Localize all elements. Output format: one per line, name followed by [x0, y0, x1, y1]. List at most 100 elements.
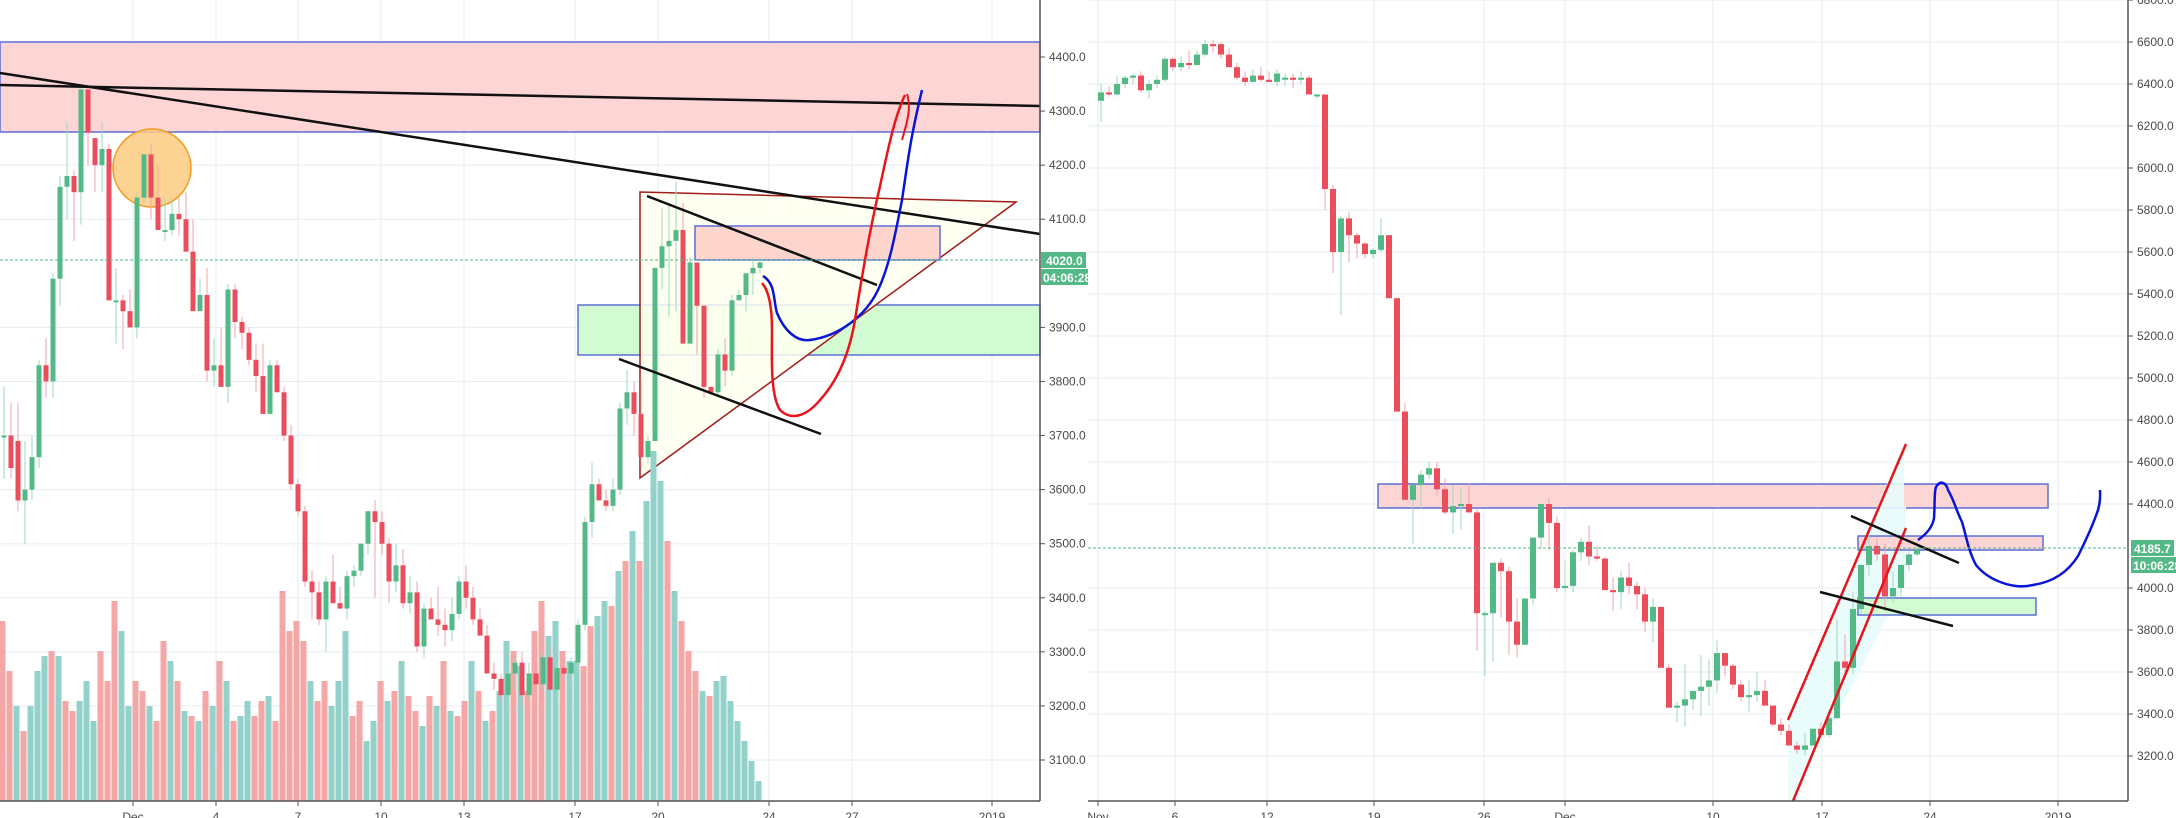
candle	[1106, 92, 1112, 95]
candle	[1354, 235, 1360, 244]
candle	[1, 435, 7, 438]
candle	[253, 359, 259, 377]
candle	[211, 365, 217, 371]
candle	[645, 440, 651, 458]
candle	[1770, 705, 1776, 725]
candle	[1674, 705, 1680, 708]
volume-bar	[139, 691, 146, 801]
volume-bar	[328, 706, 335, 801]
volume-bar	[398, 661, 405, 801]
candle	[386, 543, 392, 582]
candle	[274, 365, 280, 393]
projection-curve-blue[interactable]	[1917, 481, 2102, 588]
candle	[78, 89, 84, 193]
candle	[106, 148, 112, 301]
candle	[148, 154, 154, 198]
volume-bar	[524, 691, 531, 801]
right-candlestick-chart[interactable]: 6800.0 6600.0 6400.0 6200.0 6000.0 5800.0 5600…	[1088, 0, 2176, 818]
candle	[666, 240, 672, 247]
time-tick-label: 24	[762, 810, 776, 818]
candle	[316, 592, 322, 620]
candle	[407, 592, 413, 604]
right-price-axis[interactable]: 6800.0 6600.0 6400.0 6200.0 6000.0 5800.0 5600…	[2127, 0, 2174, 801]
candle	[120, 300, 126, 312]
volume-bar	[734, 721, 741, 801]
candle	[456, 581, 462, 614]
time-tick-label: 13	[457, 810, 471, 818]
resistance-box[interactable]	[694, 225, 941, 261]
volume-bar	[216, 661, 223, 801]
candle	[372, 511, 378, 523]
channel-upper-line[interactable]	[1786, 443, 1908, 721]
volume-bar	[83, 681, 90, 801]
candle	[8, 435, 14, 468]
candle	[757, 262, 763, 268]
candle	[1538, 504, 1544, 538]
trendline-horizontal[interactable]	[0, 83, 1041, 108]
candle	[1146, 84, 1152, 91]
volume-bar	[482, 721, 489, 801]
trendline-descending-main[interactable]	[0, 71, 1041, 236]
candle	[463, 581, 469, 598]
projection-curve-red[interactable]	[761, 94, 907, 418]
projection-curve-blue[interactable]	[762, 89, 924, 342]
candle	[589, 484, 595, 523]
candle	[134, 197, 140, 328]
price-tick-label: 4200.0	[1049, 158, 1086, 172]
trendline-upper[interactable]	[1850, 514, 1960, 565]
volume-bar	[447, 711, 454, 801]
volume-bar	[384, 701, 391, 801]
price-tick-label: 3600.0	[2137, 665, 2174, 679]
trendline-lower-short[interactable]	[618, 357, 822, 436]
left-time-axis[interactable]: Dec 4 7 10 13 17 20 24 27 2019	[0, 800, 1040, 818]
trendline-lower[interactable]	[1819, 590, 1954, 628]
time-tick-label: 2019	[979, 810, 1006, 818]
candle	[750, 267, 756, 274]
candle	[1186, 63, 1192, 66]
volume-bar	[356, 701, 363, 801]
volume-bar	[657, 481, 664, 801]
volume-bar	[370, 721, 377, 801]
candle	[344, 576, 350, 609]
volume-bar	[650, 451, 657, 801]
left-last-price-tag: 4020.0 04:06:28	[1041, 252, 1088, 285]
time-tick-label: Dec	[122, 810, 143, 818]
candle	[1546, 504, 1552, 523]
candle	[470, 597, 476, 620]
channel-lower-line[interactable]	[1791, 527, 1908, 802]
candle	[1834, 661, 1840, 719]
price-tick-label: 6400.0	[2137, 77, 2174, 91]
price-tick-label: 4300.0	[1049, 104, 1086, 118]
candle	[1410, 485, 1416, 500]
candle	[393, 565, 399, 582]
candle	[1698, 686, 1704, 691]
volume-bar	[69, 711, 76, 801]
time-tick-label: 7	[295, 810, 302, 818]
candle	[652, 267, 658, 441]
volume-bar	[391, 691, 398, 801]
candle	[190, 251, 196, 312]
price-tick-label: 3800.0	[1049, 374, 1086, 388]
candle	[1866, 546, 1872, 565]
volume-bar	[594, 616, 601, 801]
candle	[365, 511, 371, 544]
time-tick-label: 10	[1706, 810, 1720, 818]
projection-curve-top[interactable]	[901, 93, 910, 141]
left-chart-pane[interactable]: 4400.0 4300.0 4200.0 4100.0 3900.0 3800.0 3700…	[0, 0, 1088, 818]
right-chart-pane[interactable]: 6800.0 6600.0 6400.0 6200.0 6000.0 5800.0 5600…	[1088, 0, 2176, 818]
left-candlestick-chart[interactable]: 4400.0 4300.0 4200.0 4100.0 3900.0 3800.0 3700…	[0, 0, 1088, 818]
volume-bar	[454, 716, 461, 801]
candle	[435, 619, 441, 625]
candle	[575, 624, 581, 663]
candle	[1234, 67, 1240, 78]
right-time-axis[interactable]: Nov 6 12 19 26 Dec 10 17 24 2019	[1088, 800, 2128, 818]
left-price-axis[interactable]: 4400.0 4300.0 4200.0 4100.0 3900.0 3800.0 3700…	[1039, 0, 1086, 801]
candle	[610, 489, 616, 506]
candle	[1562, 585, 1568, 588]
candle	[400, 565, 406, 604]
candle	[596, 484, 602, 501]
volume-bar	[48, 651, 55, 801]
trendline-upper-short[interactable]	[646, 194, 878, 287]
candle	[715, 354, 721, 393]
candle	[232, 289, 238, 322]
